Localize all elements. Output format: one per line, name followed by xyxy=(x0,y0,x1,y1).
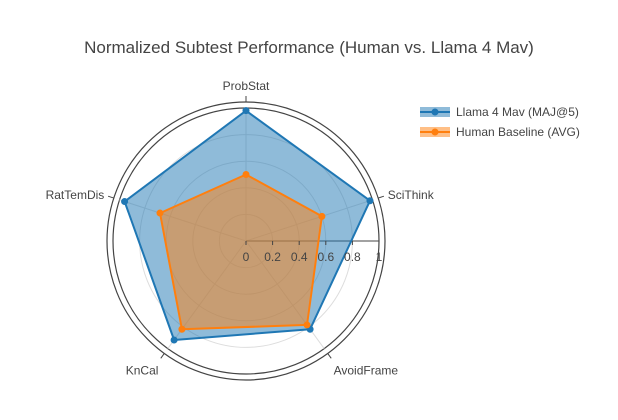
axis-label-probstat: ProbStat xyxy=(223,79,270,93)
radial-tick-label: 0.8 xyxy=(344,250,361,264)
series-area-human xyxy=(159,173,323,331)
legend-item: Llama 4 Mav (MAJ@5) xyxy=(420,105,579,119)
radial-tick-label: 0.4 xyxy=(291,250,308,264)
legend-marker xyxy=(431,128,439,136)
axis-tick-mark xyxy=(160,353,165,359)
point-human-kncal xyxy=(178,325,186,333)
series-layer xyxy=(121,107,374,344)
point-human-avoidframe xyxy=(303,321,311,329)
angular-axis-labels: ProbStat SciThink AvoidFrame KnCal RatTemDis xyxy=(46,79,435,378)
radial-tick-label: 1 xyxy=(376,250,383,264)
axis-label-scithink: SciThink xyxy=(388,188,435,202)
axis-label-kncal: KnCal xyxy=(126,364,159,378)
point-llama-rattemdis xyxy=(121,198,129,206)
legend-label: Llama 4 Mav (MAJ@5) xyxy=(456,105,579,119)
chart-title: Normalized Subtest Performance (Human vs… xyxy=(84,38,534,57)
point-human-rattemdis xyxy=(156,209,164,217)
point-llama-scithink xyxy=(366,197,374,205)
axis-tick-mark xyxy=(378,195,385,199)
radial-tick-label: 0.2 xyxy=(264,250,281,264)
point-human-probstat xyxy=(242,171,250,178)
legend: Llama 4 Mav (MAJ@5) Human Baseline (AVG) xyxy=(420,105,580,139)
axis-tick-mark xyxy=(107,195,114,199)
radial-tick-labels: 0 0.2 0.4 0.6 0.8 1 xyxy=(243,241,383,264)
radial-tick-label: 0.6 xyxy=(317,250,334,264)
legend-item: Human Baseline (AVG) xyxy=(420,125,580,139)
point-llama-probstat xyxy=(242,107,250,115)
axis-label-avoidframe: AvoidFrame xyxy=(334,364,399,378)
radial-tick-label: 0 xyxy=(243,250,250,264)
axis-label-rattemdis: RatTemDis xyxy=(46,188,105,202)
axis-tick-mark xyxy=(327,353,332,359)
legend-label: Human Baseline (AVG) xyxy=(456,125,580,139)
point-llama-kncal xyxy=(170,336,178,344)
point-human-scithink xyxy=(318,212,326,220)
legend-marker xyxy=(431,108,439,116)
